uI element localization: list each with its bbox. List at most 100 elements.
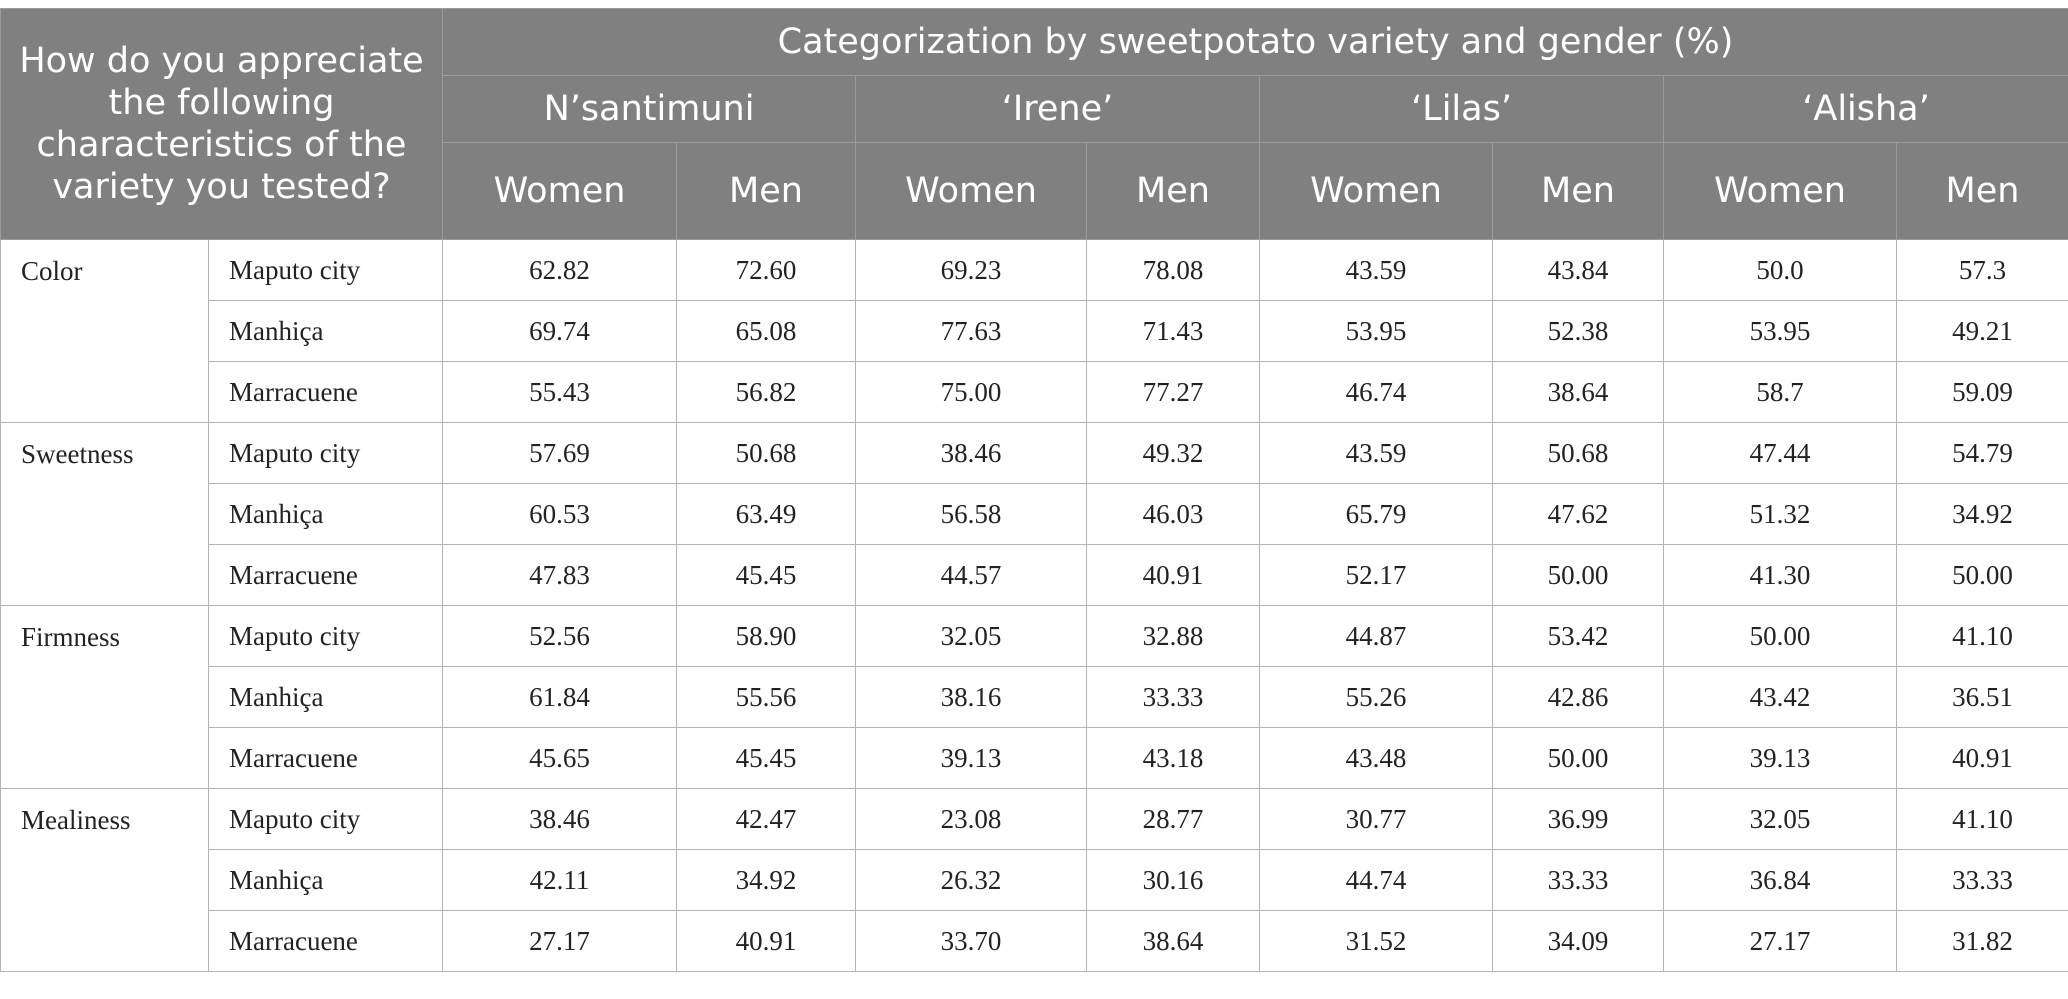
variety-header: ‘Irene’	[855, 75, 1261, 143]
value-cell: 50.00	[1492, 544, 1665, 606]
value-cell: 41.10	[1896, 788, 2068, 850]
value-cell: 27.17	[442, 910, 678, 972]
value-cell: 50.0	[1663, 239, 1898, 301]
location-cell: Marracuene	[207, 910, 444, 972]
value-cell: 43.59	[1259, 422, 1494, 484]
value-cell: 51.32	[1663, 483, 1898, 545]
table-row: Marracuene 27.17 40.91 33.70 38.64 31.52 34.09…	[1, 910, 2068, 972]
value-cell: 32.05	[855, 605, 1088, 667]
value-cell: 45.45	[676, 727, 857, 789]
location-cell: Maputo city	[207, 605, 444, 667]
location-cell: Marracuene	[207, 361, 444, 423]
table-header: How do you appreciate the following char…	[0, 8, 2068, 240]
value-cell: 34.92	[1896, 483, 2068, 545]
value-cell: 50.00	[1663, 605, 1898, 667]
value-cell: 38.46	[442, 788, 678, 850]
value-cell: 50.00	[1896, 544, 2068, 606]
value-cell: 69.74	[442, 300, 678, 362]
question-header: How do you appreciate the following char…	[0, 8, 444, 240]
value-cell: 46.03	[1086, 483, 1261, 545]
value-cell: 47.83	[442, 544, 678, 606]
value-cell: 77.27	[1086, 361, 1261, 423]
value-cell: 34.92	[676, 849, 857, 911]
gender-header: Women	[1663, 142, 1898, 240]
value-cell: 53.95	[1259, 300, 1494, 362]
value-cell: 57.69	[442, 422, 678, 484]
location-cell: Maputo city	[207, 788, 444, 850]
location-cell: Maputo city	[207, 422, 444, 484]
value-cell: 56.58	[855, 483, 1088, 545]
value-cell: 31.52	[1259, 910, 1494, 972]
value-cell: 44.57	[855, 544, 1088, 606]
characteristic-cell: Sweetness	[0, 422, 209, 606]
table-row: Manhiça 61.84 55.56 38.16 33.33 55.26 42.86 43.…	[1, 666, 2068, 728]
table-row: Sweetness Maputo city 57.69 50.68 38.46 49.32…	[0, 422, 2068, 606]
value-cell: 38.16	[855, 666, 1088, 728]
value-cell: 23.08	[855, 788, 1088, 850]
value-cell: 58.7	[1663, 361, 1898, 423]
data-table: How do you appreciate the following char…	[0, 8, 2068, 972]
value-cell: 46.74	[1259, 361, 1494, 423]
value-cell: 45.65	[442, 727, 678, 789]
table-row: Manhiça 69.74 65.08 77.63 71.43 53.95 52.38 53.…	[1, 300, 2068, 362]
value-cell: 43.48	[1259, 727, 1494, 789]
value-cell: 72.60	[676, 239, 857, 301]
value-cell: 42.86	[1492, 666, 1665, 728]
value-cell: 43.42	[1663, 666, 1898, 728]
table-row: Mealiness Maputo city 38.46 42.47 23.08 28.77…	[0, 788, 2068, 972]
characteristic-cell: Mealiness	[0, 788, 209, 972]
location-cell: Manhiça	[207, 483, 444, 545]
value-cell: 26.32	[855, 849, 1088, 911]
table-row: Marracuene 55.43 56.82 75.00 77.27 46.74 38.64…	[1, 361, 2068, 423]
table-row: Firmness Maputo city 52.56 58.90 32.05 32.88 4…	[0, 605, 2068, 789]
value-cell: 63.49	[676, 483, 857, 545]
value-cell: 38.64	[1086, 910, 1261, 972]
value-cell: 30.77	[1259, 788, 1494, 850]
value-cell: 52.38	[1492, 300, 1665, 362]
value-cell: 42.47	[676, 788, 857, 850]
location-cell: Manhiça	[207, 300, 444, 362]
value-cell: 44.87	[1259, 605, 1494, 667]
value-cell: 61.84	[442, 666, 678, 728]
gender-header: Men	[1492, 142, 1665, 240]
gender-header: Women	[1259, 142, 1494, 240]
value-cell: 54.79	[1896, 422, 2068, 484]
value-cell: 65.79	[1259, 483, 1494, 545]
value-cell: 47.44	[1663, 422, 1898, 484]
value-cell: 43.59	[1259, 239, 1494, 301]
value-cell: 38.46	[855, 422, 1088, 484]
group-title-header: Categorization by sweetpotato variety an…	[442, 8, 2068, 76]
value-cell: 38.64	[1492, 361, 1665, 423]
value-cell: 32.05	[1663, 788, 1898, 850]
value-cell: 44.74	[1259, 849, 1494, 911]
value-cell: 36.84	[1663, 849, 1898, 911]
value-cell: 40.91	[1896, 727, 2068, 789]
value-cell: 43.84	[1492, 239, 1665, 301]
value-cell: 55.56	[676, 666, 857, 728]
value-cell: 39.13	[1663, 727, 1898, 789]
value-cell: 77.63	[855, 300, 1088, 362]
value-cell: 40.91	[1086, 544, 1261, 606]
table-row: Manhiça 60.53 63.49 56.58 46.03 65.79 47.62 51.…	[1, 483, 2068, 545]
value-cell: 59.09	[1896, 361, 2068, 423]
value-cell: 78.08	[1086, 239, 1261, 301]
value-cell: 53.42	[1492, 605, 1665, 667]
variety-header: N’santimuni	[442, 75, 857, 143]
value-cell: 34.09	[1492, 910, 1665, 972]
value-cell: 50.68	[1492, 422, 1665, 484]
location-cell: Marracuene	[207, 544, 444, 606]
location-cell: Maputo city	[207, 239, 444, 301]
gender-header: Women	[442, 142, 678, 240]
value-cell: 58.90	[676, 605, 857, 667]
location-cell: Manhiça	[207, 666, 444, 728]
value-cell: 33.33	[1492, 849, 1665, 911]
value-cell: 32.88	[1086, 605, 1261, 667]
table-body: Color Maputo city 62.82 72.60 69.23 78.08 43.5…	[0, 239, 2068, 972]
value-cell: 65.08	[676, 300, 857, 362]
value-cell: 49.32	[1086, 422, 1261, 484]
value-cell: 50.00	[1492, 727, 1665, 789]
value-cell: 27.17	[1663, 910, 1898, 972]
value-cell: 33.33	[1086, 666, 1261, 728]
value-cell: 33.33	[1896, 849, 2068, 911]
value-cell: 52.56	[442, 605, 678, 667]
